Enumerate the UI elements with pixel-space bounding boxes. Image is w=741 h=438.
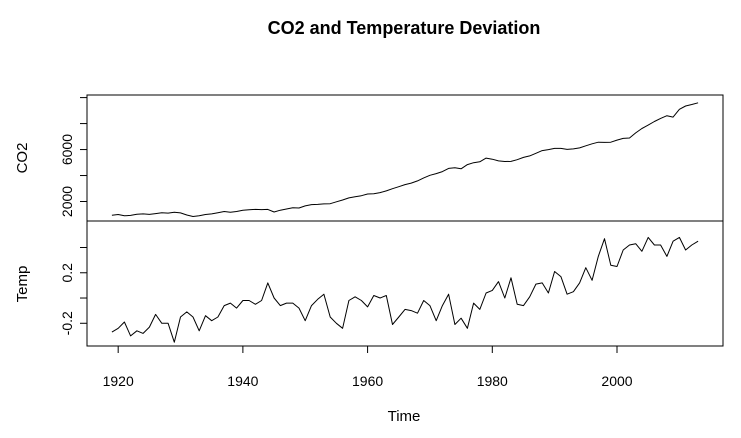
x-tick-label: 1960 — [352, 373, 383, 389]
x-axis-label: Time — [388, 408, 421, 425]
y-tick-label: 6000 — [59, 134, 75, 165]
y-tick-label: -0.2 — [59, 311, 75, 335]
y-tick-label: 0.2 — [59, 263, 75, 283]
x-tick-label: 2000 — [601, 373, 632, 389]
x-tick-label: 1920 — [103, 373, 134, 389]
x-tick-label: 1940 — [227, 373, 258, 389]
ticks-layer: 1920 1940 1960 1980 2000 2000 6000 -0.2 0.2 — [59, 97, 633, 389]
co2-axis-label: CO2 — [14, 143, 31, 174]
series-layer — [111, 102, 699, 343]
temp-panel-frame — [86, 220, 724, 347]
y-tick-label: 2000 — [59, 186, 75, 217]
temp-axis-label: Temp — [14, 266, 31, 303]
co2-panel-frame — [86, 94, 724, 222]
chart-title: CO2 and Temperature Deviation — [268, 18, 541, 38]
x-tick-label: 1980 — [477, 373, 508, 389]
co2-series-line — [111, 102, 699, 217]
temp-series-line — [111, 236, 699, 343]
